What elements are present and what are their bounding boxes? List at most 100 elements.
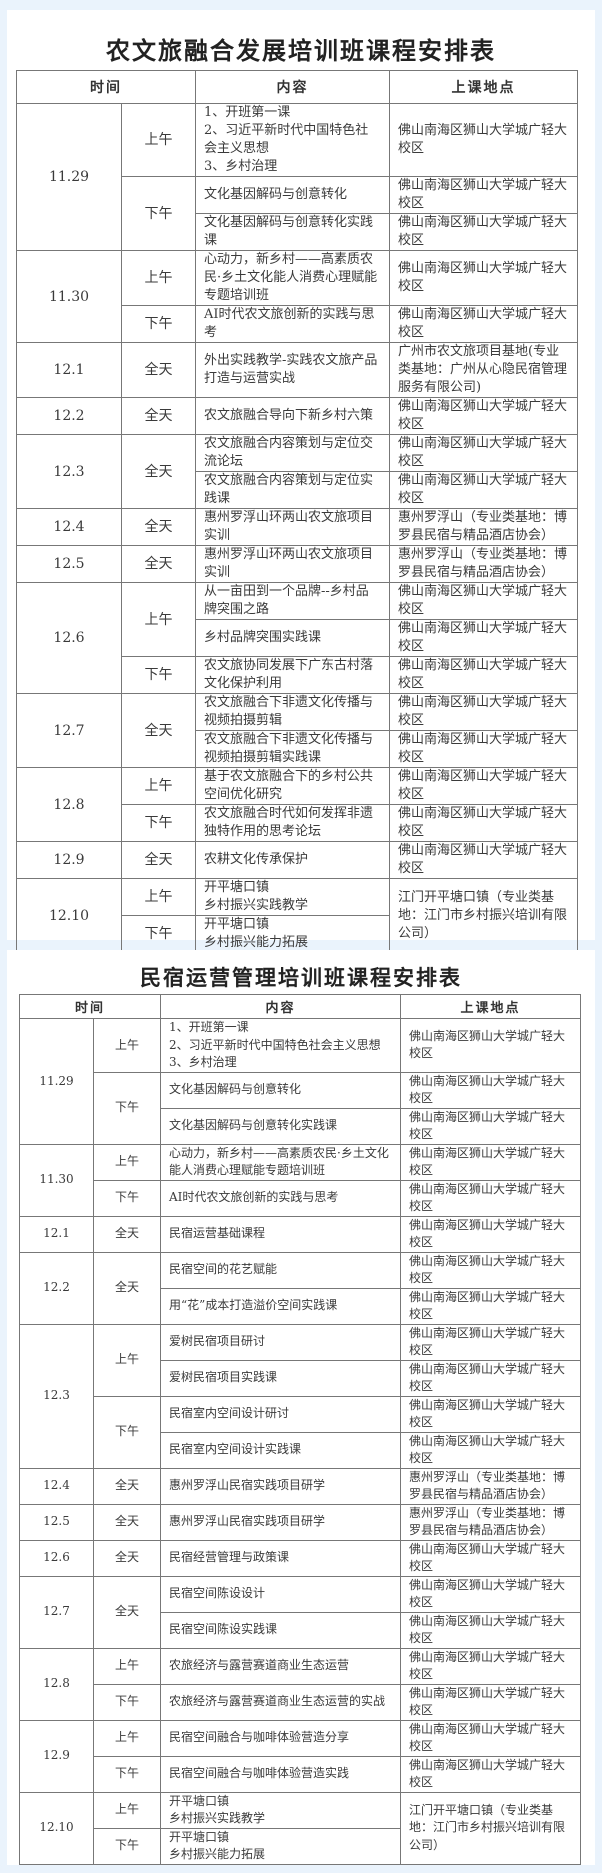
content-cell: 农文旅融合时代如何发挥非遗独特作用的思考论坛 bbox=[195, 804, 390, 842]
location-cell: 佛山南海区狮山大学城广轻大校区 bbox=[389, 397, 578, 435]
date-cell: 12.2 bbox=[16, 397, 122, 435]
location-cell: 佛山南海区狮山大学城广轻大校区 bbox=[400, 1179, 582, 1217]
table-row: 下午 AI时代农文旅创新的实践与思考 佛山南海区狮山大学城广轻大校区 bbox=[20, 1179, 582, 1217]
table-row: 12.9 上午 民宿空间融合与咖啡体验营造分享 佛山南海区狮山大学城广轻大校区 bbox=[19, 1719, 582, 1793]
location-cell: 广州市农文旅项目基地(专业类基地：广州从心隐民宿管理服务有限公司) bbox=[389, 342, 578, 398]
period-cell: 下午 bbox=[92, 1395, 162, 1469]
location-cell: 佛山南海区狮山大学城广轻大校区 bbox=[389, 693, 578, 731]
content-cell: 基于农文旅融合下的乡村公共空间优化研究 bbox=[195, 767, 390, 805]
location-cell: 佛山南海区狮山大学城广轻大校区 bbox=[389, 619, 578, 657]
content-cell: 民宿空间的花艺赋能 bbox=[160, 1251, 402, 1289]
period-cell: 全天 bbox=[92, 1575, 162, 1649]
table-row: 下午 民宿空间融合与咖啡体验营造实践 佛山南海区狮山大学城广轻大校区 bbox=[20, 1755, 582, 1793]
location-cell: 佛山南海区狮山大学城广轻大校区 bbox=[389, 213, 578, 251]
period-cell: 上午 bbox=[92, 1323, 162, 1397]
location-cell: 佛山南海区狮山大学城广轻大校区 bbox=[400, 1395, 582, 1433]
date-cell: 11.29 bbox=[16, 103, 122, 251]
table-title: 农文旅融合发展培训班课程安排表 bbox=[106, 36, 496, 65]
location-cell: 佛山南海区狮山大学城广轻大校区 bbox=[389, 730, 578, 768]
location-cell: 佛山南海区狮山大学城广轻大校区 bbox=[400, 1575, 582, 1613]
period-cell: 下午 bbox=[92, 1071, 162, 1145]
period-cell: 上午 bbox=[92, 1791, 162, 1829]
table-row: 12.10 上午 开平塘口镇 乡村振兴实践教学 江门开平塘口镇（专业类基地：江门市乡村… bbox=[19, 1791, 582, 1865]
date-cell: 12.8 bbox=[16, 767, 122, 842]
period-cell: 下午 bbox=[121, 804, 196, 842]
content-cell: 农旅经济与露营赛道商业生态运营的实战 bbox=[160, 1683, 402, 1721]
period-cell: 下午 bbox=[121, 305, 196, 343]
table-row: 12.8 上午 农旅经济与露营赛道商业生态运营 佛山南海区狮山大学城广轻大校区 bbox=[19, 1647, 582, 1721]
period-cell: 上午 bbox=[121, 103, 196, 177]
location-cell: 佛山南海区狮山大学城广轻大校区 bbox=[389, 250, 578, 306]
period-cell: 全天 bbox=[92, 1467, 162, 1505]
location-cell: 佛山南海区狮山大学城广轻大校区 bbox=[389, 103, 578, 177]
schedule-table: 时间 内容 上课地点 11.29 上午 1、开班第一课 2、习近平新时代中国特色社会… bbox=[16, 70, 578, 953]
table-row: 12.8 上午 基于农文旅融合下的乡村公共空间优化研究 佛山南海区狮山大学城广轻大校区 bbox=[16, 767, 578, 842]
table-title: 民宿运营管理培训班课程安排表 bbox=[140, 965, 462, 990]
location-cell: 佛山南海区狮山大学城广轻大校区 bbox=[389, 471, 578, 509]
table-row: 12.2 全天 农文旅融合导向下新乡村六策 佛山南海区狮山大学城广轻大校区 bbox=[16, 397, 578, 435]
table-row: 12.1 全天 外出实践教学-实践农文旅产品打造与运营实战 广州市农文旅项目基地(专业… bbox=[16, 342, 578, 398]
table-row: 下午 农旅经济与露营赛道商业生态运营的实战 佛山南海区狮山大学城广轻大校区 bbox=[20, 1683, 582, 1721]
table-row: 爱树民宿项目实践课 佛山南海区狮山大学城广轻大校区 bbox=[20, 1359, 582, 1397]
content-cell: 开平塘口镇 乡村振兴实践教学 bbox=[195, 878, 390, 916]
header-location: 上课地点 bbox=[389, 70, 578, 104]
location-cell: 佛山南海区狮山大学城广轻大校区 bbox=[389, 841, 578, 879]
table-row: 下午 农文旅协同发展下广东古村落文化保护利用 佛山南海区狮山大学城广轻大校区 bbox=[17, 656, 578, 694]
header-location: 上课地点 bbox=[400, 994, 582, 1019]
location-cell: 惠州罗浮山（专业类基地：博罗县民宿与精品酒店协会） bbox=[400, 1467, 582, 1505]
period-cell: 上午 bbox=[92, 1018, 162, 1073]
location-cell: 佛山南海区狮山大学城广轻大校区 bbox=[400, 1539, 582, 1577]
location-cell: 佛山南海区狮山大学城广轻大校区 bbox=[389, 656, 578, 694]
table-row: 12.4 全天 惠州罗浮山民宿实践项目研学 惠州罗浮山（专业类基地：博罗县民宿与精品酒… bbox=[19, 1467, 582, 1505]
table-row: 12.9 全天 农耕文化传承保护 佛山南海区狮山大学城广轻大校区 bbox=[16, 841, 578, 879]
content-cell: 民宿空间陈设设计 bbox=[160, 1575, 402, 1613]
date-cell: 12.4 bbox=[16, 508, 122, 546]
location-cell: 惠州罗浮山（专业类基地：博罗县民宿与精品酒店协会） bbox=[389, 508, 578, 546]
content-cell: 民宿空间融合与咖啡体验营造分享 bbox=[160, 1719, 402, 1757]
period-cell: 全天 bbox=[92, 1539, 162, 1577]
period-cell: 下午 bbox=[92, 1683, 162, 1721]
table-row: 12.7 全天 农文旅融合下非遗文化传播与视频拍摄剪辑 佛山南海区狮山大学城广轻大校区 bbox=[16, 693, 578, 768]
date-cell: 12.7 bbox=[16, 693, 122, 768]
content-cell: 民宿空间陈设实践课 bbox=[160, 1611, 402, 1649]
period-cell: 上午 bbox=[92, 1719, 162, 1757]
period-cell: 上午 bbox=[121, 582, 196, 657]
content-cell: 民宿运营基础课程 bbox=[160, 1215, 402, 1253]
date-cell: 12.5 bbox=[19, 1503, 94, 1541]
table-row: 下午 农文旅融合时代如何发挥非遗独特作用的思考论坛 佛山南海区狮山大学城广轻大校区 bbox=[17, 804, 578, 842]
period-cell: 下午 bbox=[121, 656, 196, 694]
location-cell: 佛山南海区狮山大学城广轻大校区 bbox=[389, 434, 578, 472]
table-row: 农文旅融合内容策划与定位实践课 佛山南海区狮山大学城广轻大校区 bbox=[17, 471, 578, 509]
content-cell: 农文旅融合内容策划与定位交流论坛 bbox=[195, 434, 390, 472]
date-cell: 12.3 bbox=[16, 434, 122, 509]
table-row: 11.30 上午 心动力，新乡村——高素质农民·乡土文化能人消费心理赋能专题培训班佛… bbox=[16, 250, 578, 343]
table-row: 12.10 上午 开平塘口镇 乡村振兴实践教学 江门开平塘口镇（专业类基地：江门市乡村… bbox=[16, 878, 578, 953]
header-content: 内容 bbox=[195, 70, 390, 104]
location-cell: 佛山南海区狮山大学城广轻大校区 bbox=[400, 1323, 582, 1361]
period-cell: 上午 bbox=[121, 878, 196, 916]
content-cell: 文化基因解码与创意转化 bbox=[195, 176, 390, 214]
content-cell: 心动力，新乡村——高素质农民·乡土文化能人消费心理赋能专题培训班 bbox=[195, 250, 390, 306]
location-cell: 佛山南海区狮山大学城广轻大校区 bbox=[400, 1251, 582, 1289]
content-cell: 惠州罗浮山环两山农文旅项目实训 bbox=[195, 545, 390, 583]
content-cell: AI时代农文旅创新的实践与思考 bbox=[160, 1179, 402, 1217]
location-cell: 江门开平塘口镇（专业类基地：江门市乡村振兴培训有限公司） bbox=[389, 878, 578, 953]
period-cell: 全天 bbox=[121, 693, 196, 768]
content-cell: 民宿经营管理与政策课 bbox=[160, 1539, 402, 1577]
table-row: 12.5 全天 惠州罗浮山环两山农文旅项目实训 惠州罗浮山（专业类基地：博罗县民宿与精… bbox=[16, 545, 578, 583]
content-cell: 1、开班第一课 2、习近平新时代中国特色社会主义思想 3、乡村治理 bbox=[160, 1018, 402, 1073]
content-cell: 开平塘口镇 乡村振兴能力拓展 bbox=[160, 1827, 402, 1865]
location-cell: 佛山南海区狮山大学城广轻大校区 bbox=[400, 1215, 582, 1253]
content-cell: 文化基因解码与创意转化实践课 bbox=[195, 213, 390, 251]
table-row: 下午 文化基因解码与创意转化 佛山南海区狮山大学城广轻大校区 bbox=[17, 176, 578, 251]
period-cell: 下午 bbox=[92, 1179, 162, 1217]
table-row: 12.6 上午 从一亩田到一个品牌--乡村品牌突围之路 佛山南海区狮山大学城广轻大校区 bbox=[16, 582, 578, 694]
content-cell: 农耕文化传承保护 bbox=[195, 841, 390, 879]
content-cell: 农文旅融合内容策划与定位实践课 bbox=[195, 471, 390, 509]
period-cell: 全天 bbox=[121, 508, 196, 546]
period-cell: 全天 bbox=[92, 1215, 162, 1253]
location-cell: 佛山南海区狮山大学城广轻大校区 bbox=[400, 1018, 582, 1073]
content-cell: 文化基因解码与创意转化实践课 bbox=[160, 1107, 402, 1145]
location-cell: 佛山南海区狮山大学城广轻大校区 bbox=[400, 1683, 582, 1721]
table-row: 乡村品牌突围实践课 佛山南海区狮山大学城广轻大校区 bbox=[17, 619, 578, 657]
